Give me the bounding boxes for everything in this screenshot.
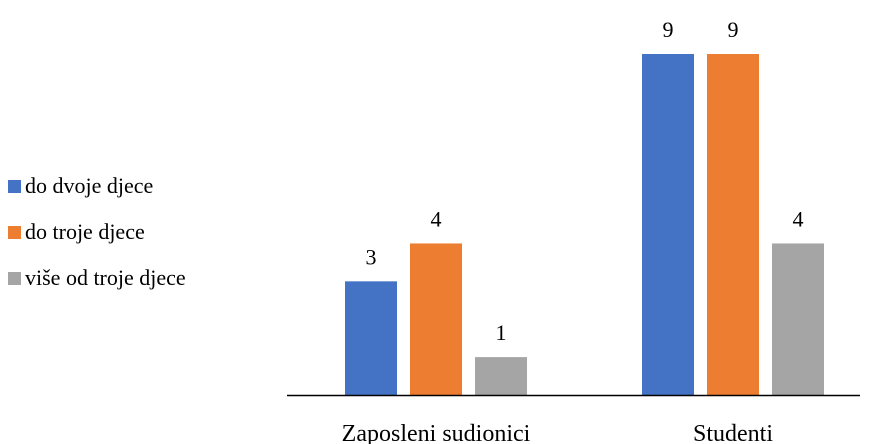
legend-swatch-orange (8, 225, 21, 239)
bar-2-1 (772, 243, 824, 395)
category-label: Zaposleni sudionici (342, 421, 531, 444)
legend-label: više od troje djece (25, 265, 186, 290)
legend-label: do troje djece (25, 219, 145, 244)
legend: do dvoje djece do troje djece više od tr… (8, 163, 186, 301)
legend-item-do-dvoje-djece: do dvoje djece (8, 163, 186, 209)
data-label: 9 (728, 17, 739, 42)
data-label: 3 (366, 244, 377, 269)
bar-1-1 (707, 54, 759, 395)
data-label: 9 (663, 17, 674, 42)
legend-swatch-gray (8, 271, 21, 285)
category-label: Studenti (693, 421, 773, 444)
legend-swatch-blue (8, 179, 21, 193)
bar-0-1 (642, 54, 694, 395)
data-label: 1 (496, 320, 507, 345)
legend-item-vise-od-troje-djece: više od troje djece (8, 255, 186, 301)
bar-0-0 (345, 281, 397, 395)
legend-label: do dvoje djece (25, 173, 154, 198)
data-label: 4 (793, 206, 804, 231)
legend-item-do-troje-djece: do troje djece (8, 209, 186, 255)
bar-2-0 (475, 357, 527, 395)
data-label: 4 (431, 206, 442, 231)
bar-1-0 (410, 243, 462, 395)
